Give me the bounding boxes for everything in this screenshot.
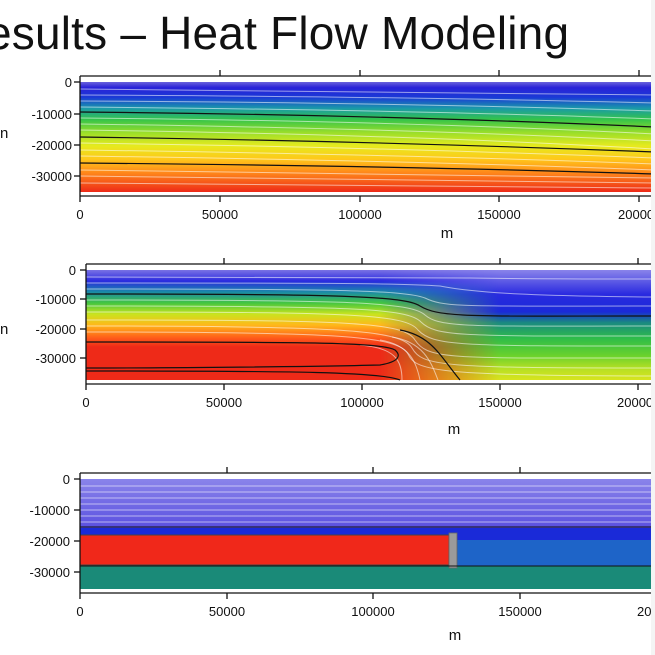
panel-3-y-tick: 0 xyxy=(63,472,70,487)
slide-title: esults – Heat Flow Modeling xyxy=(0,7,570,59)
panel-3-x-tick: 50000 xyxy=(209,604,245,619)
panel-2-x-tick: 100000 xyxy=(340,395,383,410)
panel-3-lower-layer xyxy=(80,566,655,589)
panel-3-x-tick: 20 xyxy=(637,604,651,619)
panel-1-x-tick: 50000 xyxy=(202,207,238,222)
panel-1-x-label: m xyxy=(441,225,454,242)
panel-1-x-tick: 20000 xyxy=(618,207,654,222)
panel-1-contours xyxy=(79,111,655,175)
panel-3-y-tick: -10000 xyxy=(30,503,70,518)
panel-3-isotherms xyxy=(80,485,655,523)
panel-2-contours xyxy=(85,293,655,381)
panel-2-x-tick: 0 xyxy=(82,395,89,410)
panel-2: 0 -10000 -20000 -30000 0 50000 100000 15… xyxy=(0,258,655,438)
panel-3-axes xyxy=(74,467,655,599)
panel-1-x-tick: 150000 xyxy=(477,207,520,222)
panel-1-y-tick: -20000 xyxy=(32,138,72,153)
slide-edge xyxy=(651,0,655,655)
panel-2-x-tick: 150000 xyxy=(478,395,521,410)
panel-3-y-tick: -30000 xyxy=(30,565,70,580)
panel-3-x-tick: 0 xyxy=(76,604,83,619)
panel-2-y-tick: 0 xyxy=(69,263,76,278)
panel-2-y-tick: -20000 xyxy=(36,322,76,337)
panel-2-x-tick: 20000 xyxy=(617,395,653,410)
panel-2-y-tick: -30000 xyxy=(36,351,76,366)
panel-2-isotherms xyxy=(85,276,655,381)
panel-1-x-tick: 100000 xyxy=(338,207,381,222)
panel-3-hot-block xyxy=(79,534,450,566)
panel-3-y-tick: -20000 xyxy=(30,534,70,549)
panel-1-y-label: n xyxy=(0,125,8,142)
panel-1-y-tick: -30000 xyxy=(32,169,72,184)
panel-2-y-tick: -10000 xyxy=(36,292,76,307)
panel-2-axes xyxy=(80,258,655,390)
panel-3-x-tick: 150000 xyxy=(498,604,541,619)
panel-3-contours xyxy=(80,526,655,567)
panel-3: 0 -10000 -20000 -30000 0 50000 100000 15… xyxy=(30,467,655,644)
panel-2-x-label: m xyxy=(448,421,461,438)
panel-2-y-label: n xyxy=(0,321,8,338)
panel-1-axes xyxy=(74,70,655,202)
panel-3-block-edge xyxy=(448,532,458,569)
panel-3-right-shade xyxy=(456,540,655,566)
panel-3-x-label: m xyxy=(449,627,462,644)
panel-3-x-tick: 100000 xyxy=(351,604,394,619)
panel-1: 0 -10000 -20000 -30000 0 50000 100000 15… xyxy=(0,70,655,242)
panel-2-x-tick: 50000 xyxy=(206,395,242,410)
panel-1-x-tick: 0 xyxy=(76,207,83,222)
panel-1-y-tick: -10000 xyxy=(32,107,72,122)
panel-1-y-tick: 0 xyxy=(65,75,72,90)
